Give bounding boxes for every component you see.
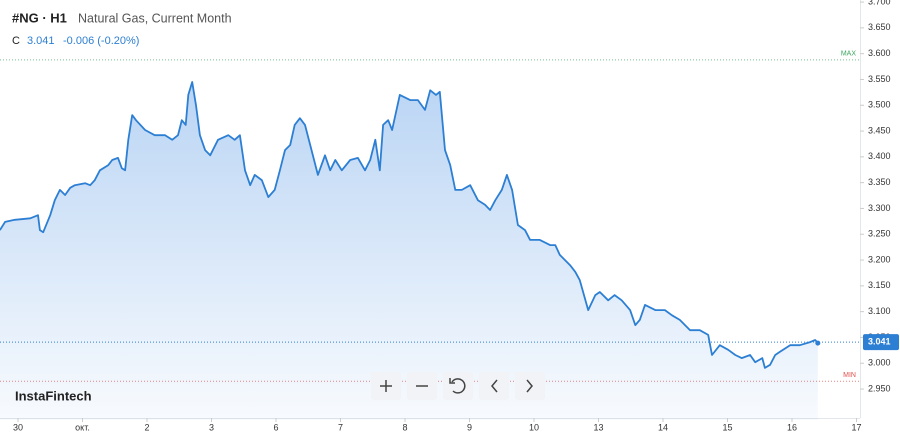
x-tick-label: 16 [787,422,797,432]
x-tick-label: 30 [13,422,23,432]
close-value: 3.041 [27,35,55,47]
symbol: #NG · H1 [12,10,67,25]
y-tick-label: 3.400 [868,151,891,161]
x-tick-label: 13 [594,422,604,432]
y-tick-label: 3.650 [868,22,891,32]
change-value: -0.006 (-0.20%) [63,35,139,47]
x-tick-label: 6 [273,422,278,432]
y-tick-label: 3.600 [868,48,891,58]
y-tick-label: 3.350 [868,177,891,187]
x-tick-label: 17 [852,422,862,432]
y-tick-label: 3.500 [868,100,891,110]
x-tick-label: 8 [402,422,407,432]
instrument-name: Natural Gas, Current Month [78,11,232,25]
reset-button[interactable] [443,372,473,400]
scroll-left-button[interactable] [479,372,509,400]
watermark: InstaFintech [15,388,92,403]
zoom-in-button[interactable] [371,372,401,400]
x-tick-label: 3 [209,422,214,432]
y-tick-label: 3.300 [868,203,891,213]
x-tick-label: 15 [723,422,733,432]
last-price-box [863,334,899,351]
y-tick-label: 3.700 [868,0,891,6]
y-tick-label: 3.000 [868,358,891,368]
x-tick-label: 2 [144,422,149,432]
y-tick-label: 3.200 [868,254,891,264]
toolbar [371,372,545,400]
y-tick-label: 3.150 [868,280,891,290]
max-line-label: MAX [841,51,857,58]
y-tick-label: 3.450 [868,125,891,135]
x-tick-label: 7 [338,422,343,432]
y-tick-label: 2.950 [868,383,891,393]
last-point [815,340,821,346]
last-price-label: 3.041 [868,336,891,346]
price-line [0,81,819,369]
y-tick-label: 3.250 [868,229,891,239]
zoom-out-button[interactable] [407,372,437,400]
x-tick-label: 9 [467,422,472,432]
ohlc-label: C [12,35,20,47]
y-tick-label: 3.550 [868,74,891,84]
x-tick-label: 14 [658,422,668,432]
scroll-right-button[interactable] [515,372,545,400]
x-tick-label: окт. [75,422,90,432]
y-tick-label: 3.100 [868,306,891,316]
min-line-label: MIN [843,372,856,379]
area [0,82,818,420]
x-tick-label: 10 [529,422,539,432]
